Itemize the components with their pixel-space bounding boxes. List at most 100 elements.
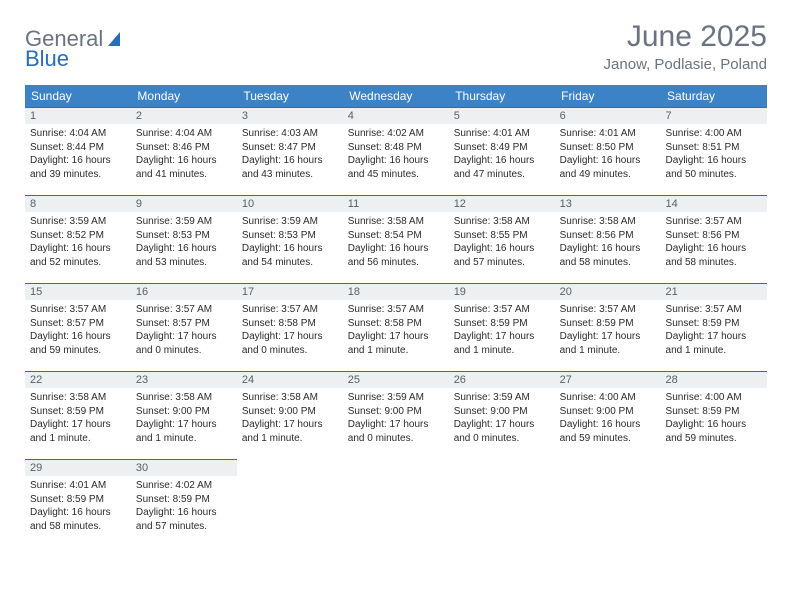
calendar-cell bbox=[449, 459, 555, 547]
title-block: June 2025 Janow, Podlasie, Poland bbox=[604, 20, 767, 73]
day-number: 16 bbox=[131, 283, 237, 300]
day-content: Sunrise: 3:57 AMSunset: 8:57 PMDaylight:… bbox=[131, 300, 237, 361]
calendar-cell: 11Sunrise: 3:58 AMSunset: 8:54 PMDayligh… bbox=[343, 195, 449, 283]
day-content: Sunrise: 3:57 AMSunset: 8:59 PMDaylight:… bbox=[449, 300, 555, 361]
day-content: Sunrise: 3:58 AMSunset: 9:00 PMDaylight:… bbox=[237, 388, 343, 449]
calendar-cell: 15Sunrise: 3:57 AMSunset: 8:57 PMDayligh… bbox=[25, 283, 131, 371]
day-content: Sunrise: 3:58 AMSunset: 8:54 PMDaylight:… bbox=[343, 212, 449, 273]
day-content: Sunrise: 4:01 AMSunset: 8:50 PMDaylight:… bbox=[555, 124, 661, 185]
day-content: Sunrise: 3:57 AMSunset: 8:59 PMDaylight:… bbox=[661, 300, 767, 361]
day-number: 2 bbox=[131, 107, 237, 124]
day-number: 17 bbox=[237, 283, 343, 300]
day-content: Sunrise: 4:01 AMSunset: 8:49 PMDaylight:… bbox=[449, 124, 555, 185]
weekday-friday: Friday bbox=[555, 85, 661, 107]
day-content: Sunrise: 3:58 AMSunset: 9:00 PMDaylight:… bbox=[131, 388, 237, 449]
calendar-row: 15Sunrise: 3:57 AMSunset: 8:57 PMDayligh… bbox=[25, 283, 767, 371]
calendar-cell: 18Sunrise: 3:57 AMSunset: 8:58 PMDayligh… bbox=[343, 283, 449, 371]
day-content: Sunrise: 3:57 AMSunset: 8:57 PMDaylight:… bbox=[25, 300, 131, 361]
day-number: 8 bbox=[25, 195, 131, 212]
day-content: Sunrise: 3:58 AMSunset: 8:56 PMDaylight:… bbox=[555, 212, 661, 273]
day-number: 6 bbox=[555, 107, 661, 124]
calendar-cell: 26Sunrise: 3:59 AMSunset: 9:00 PMDayligh… bbox=[449, 371, 555, 459]
day-number: 20 bbox=[555, 283, 661, 300]
calendar-cell: 7Sunrise: 4:00 AMSunset: 8:51 PMDaylight… bbox=[661, 107, 767, 195]
weekday-sunday: Sunday bbox=[25, 85, 131, 107]
weekday-monday: Monday bbox=[131, 85, 237, 107]
day-number: 26 bbox=[449, 371, 555, 388]
day-number: 1 bbox=[25, 107, 131, 124]
day-content: Sunrise: 3:58 AMSunset: 8:59 PMDaylight:… bbox=[25, 388, 131, 449]
calendar-cell: 10Sunrise: 3:59 AMSunset: 8:53 PMDayligh… bbox=[237, 195, 343, 283]
weekday-saturday: Saturday bbox=[661, 85, 767, 107]
calendar-cell: 14Sunrise: 3:57 AMSunset: 8:56 PMDayligh… bbox=[661, 195, 767, 283]
calendar-cell: 9Sunrise: 3:59 AMSunset: 8:53 PMDaylight… bbox=[131, 195, 237, 283]
calendar-row: 1Sunrise: 4:04 AMSunset: 8:44 PMDaylight… bbox=[25, 107, 767, 195]
day-number: 10 bbox=[237, 195, 343, 212]
header: General June 2025 Janow, Podlasie, Polan… bbox=[25, 20, 767, 73]
day-number: 4 bbox=[343, 107, 449, 124]
calendar-cell: 20Sunrise: 3:57 AMSunset: 8:59 PMDayligh… bbox=[555, 283, 661, 371]
day-content: Sunrise: 3:59 AMSunset: 8:52 PMDaylight:… bbox=[25, 212, 131, 273]
day-number: 18 bbox=[343, 283, 449, 300]
calendar-cell: 5Sunrise: 4:01 AMSunset: 8:49 PMDaylight… bbox=[449, 107, 555, 195]
day-number: 7 bbox=[661, 107, 767, 124]
calendar-cell: 8Sunrise: 3:59 AMSunset: 8:52 PMDaylight… bbox=[25, 195, 131, 283]
day-number: 11 bbox=[343, 195, 449, 212]
calendar-cell: 13Sunrise: 3:58 AMSunset: 8:56 PMDayligh… bbox=[555, 195, 661, 283]
calendar-cell: 3Sunrise: 4:03 AMSunset: 8:47 PMDaylight… bbox=[237, 107, 343, 195]
calendar-row: 29Sunrise: 4:01 AMSunset: 8:59 PMDayligh… bbox=[25, 459, 767, 547]
calendar-cell bbox=[343, 459, 449, 547]
calendar-cell bbox=[555, 459, 661, 547]
day-number: 24 bbox=[237, 371, 343, 388]
day-number: 14 bbox=[661, 195, 767, 212]
calendar-cell: 27Sunrise: 4:00 AMSunset: 9:00 PMDayligh… bbox=[555, 371, 661, 459]
calendar-cell: 24Sunrise: 3:58 AMSunset: 9:00 PMDayligh… bbox=[237, 371, 343, 459]
day-number: 30 bbox=[131, 459, 237, 476]
day-number: 5 bbox=[449, 107, 555, 124]
day-content: Sunrise: 3:59 AMSunset: 8:53 PMDaylight:… bbox=[131, 212, 237, 273]
day-number: 23 bbox=[131, 371, 237, 388]
calendar-cell: 25Sunrise: 3:59 AMSunset: 9:00 PMDayligh… bbox=[343, 371, 449, 459]
calendar-cell: 28Sunrise: 4:00 AMSunset: 8:59 PMDayligh… bbox=[661, 371, 767, 459]
calendar-cell: 17Sunrise: 3:57 AMSunset: 8:58 PMDayligh… bbox=[237, 283, 343, 371]
calendar-cell: 2Sunrise: 4:04 AMSunset: 8:46 PMDaylight… bbox=[131, 107, 237, 195]
calendar-cell bbox=[661, 459, 767, 547]
calendar-cell: 23Sunrise: 3:58 AMSunset: 9:00 PMDayligh… bbox=[131, 371, 237, 459]
day-content: Sunrise: 3:59 AMSunset: 8:53 PMDaylight:… bbox=[237, 212, 343, 273]
day-content: Sunrise: 3:57 AMSunset: 8:59 PMDaylight:… bbox=[555, 300, 661, 361]
weekday-header-row: Sunday Monday Tuesday Wednesday Thursday… bbox=[25, 85, 767, 107]
day-content: Sunrise: 3:59 AMSunset: 9:00 PMDaylight:… bbox=[449, 388, 555, 449]
day-number: 9 bbox=[131, 195, 237, 212]
day-content: Sunrise: 4:00 AMSunset: 8:59 PMDaylight:… bbox=[661, 388, 767, 449]
day-content: Sunrise: 4:02 AMSunset: 8:48 PMDaylight:… bbox=[343, 124, 449, 185]
calendar-cell: 16Sunrise: 3:57 AMSunset: 8:57 PMDayligh… bbox=[131, 283, 237, 371]
calendar-cell: 19Sunrise: 3:57 AMSunset: 8:59 PMDayligh… bbox=[449, 283, 555, 371]
day-number: 25 bbox=[343, 371, 449, 388]
calendar-body: 1Sunrise: 4:04 AMSunset: 8:44 PMDaylight… bbox=[25, 107, 767, 547]
day-number: 13 bbox=[555, 195, 661, 212]
weekday-wednesday: Wednesday bbox=[343, 85, 449, 107]
location: Janow, Podlasie, Poland bbox=[604, 56, 767, 73]
logo-text-blue: Blue bbox=[25, 46, 69, 72]
day-number: 28 bbox=[661, 371, 767, 388]
day-content: Sunrise: 4:02 AMSunset: 8:59 PMDaylight:… bbox=[131, 476, 237, 537]
calendar-cell: 1Sunrise: 4:04 AMSunset: 8:44 PMDaylight… bbox=[25, 107, 131, 195]
calendar-cell: 21Sunrise: 3:57 AMSunset: 8:59 PMDayligh… bbox=[661, 283, 767, 371]
calendar-cell: 4Sunrise: 4:02 AMSunset: 8:48 PMDaylight… bbox=[343, 107, 449, 195]
day-content: Sunrise: 4:04 AMSunset: 8:46 PMDaylight:… bbox=[131, 124, 237, 185]
calendar-table: Sunday Monday Tuesday Wednesday Thursday… bbox=[25, 85, 767, 547]
day-content: Sunrise: 4:04 AMSunset: 8:44 PMDaylight:… bbox=[25, 124, 131, 185]
calendar-row: 22Sunrise: 3:58 AMSunset: 8:59 PMDayligh… bbox=[25, 371, 767, 459]
day-content: Sunrise: 3:59 AMSunset: 9:00 PMDaylight:… bbox=[343, 388, 449, 449]
day-number: 19 bbox=[449, 283, 555, 300]
day-number: 22 bbox=[25, 371, 131, 388]
day-number: 27 bbox=[555, 371, 661, 388]
day-number: 29 bbox=[25, 459, 131, 476]
day-content: Sunrise: 4:01 AMSunset: 8:59 PMDaylight:… bbox=[25, 476, 131, 537]
calendar-cell: 30Sunrise: 4:02 AMSunset: 8:59 PMDayligh… bbox=[131, 459, 237, 547]
calendar-cell: 6Sunrise: 4:01 AMSunset: 8:50 PMDaylight… bbox=[555, 107, 661, 195]
calendar-row: 8Sunrise: 3:59 AMSunset: 8:52 PMDaylight… bbox=[25, 195, 767, 283]
day-content: Sunrise: 4:00 AMSunset: 8:51 PMDaylight:… bbox=[661, 124, 767, 185]
day-content: Sunrise: 4:00 AMSunset: 9:00 PMDaylight:… bbox=[555, 388, 661, 449]
calendar-cell: 29Sunrise: 4:01 AMSunset: 8:59 PMDayligh… bbox=[25, 459, 131, 547]
